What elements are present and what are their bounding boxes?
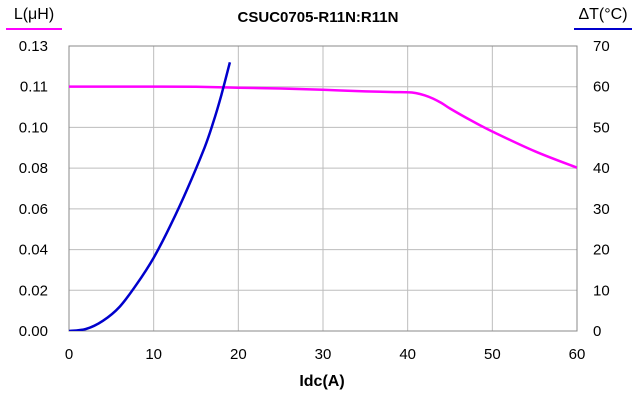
right-tick-label: 40 [593, 160, 610, 177]
plot-frame [68, 45, 578, 332]
left-tick-label: 0.00 [19, 323, 48, 340]
left-tick-label: 0.06 [19, 201, 48, 218]
left-tick-label: 0.10 [19, 119, 48, 136]
left-tick-label: 0.04 [19, 242, 48, 259]
inductance-curve [69, 85, 577, 169]
x-tick-label: 40 [399, 346, 416, 363]
x-tick-label: 50 [484, 346, 501, 363]
right-tick-label: 0 [593, 323, 601, 340]
grid-lines [68, 45, 578, 332]
x-axis-ticks: 0 10 20 30 40 50 60 [65, 346, 586, 363]
left-tick-label: 0.11 [20, 79, 48, 96]
right-axis-ticks: 0 10 20 30 40 50 60 70 [593, 38, 610, 340]
right-tick-label: 30 [593, 201, 610, 218]
chart-title: CSUC0705-R11N:R11N [238, 9, 399, 26]
series-layer [69, 61, 577, 331]
right-tick-label: 60 [593, 79, 610, 96]
left-axis-ticks: 0.00 0.02 0.04 0.06 0.08 0.10 0.11 0.13 [19, 38, 48, 340]
left-tick-label: 0.02 [19, 282, 48, 299]
x-tick-label: 0 [65, 346, 73, 363]
x-tick-label: 60 [569, 346, 586, 363]
x-tick-label: 30 [315, 346, 332, 363]
left-tick-label: 0.13 [19, 38, 48, 55]
right-tick-label: 20 [593, 242, 610, 259]
left-tick-label: 0.08 [19, 160, 48, 177]
x-tick-label: 20 [230, 346, 247, 363]
right-axis-label: ΔT(°C) [578, 6, 627, 23]
right-tick-label: 50 [593, 119, 610, 136]
right-tick-label: 70 [593, 38, 610, 55]
plot-border [68, 45, 578, 332]
x-axis-label: Idc(A) [299, 373, 344, 390]
left-axis-label: L(μH) [14, 6, 54, 23]
temperature-rise-curve [69, 61, 232, 331]
right-tick-label: 10 [593, 282, 610, 299]
x-tick-label: 10 [145, 346, 162, 363]
